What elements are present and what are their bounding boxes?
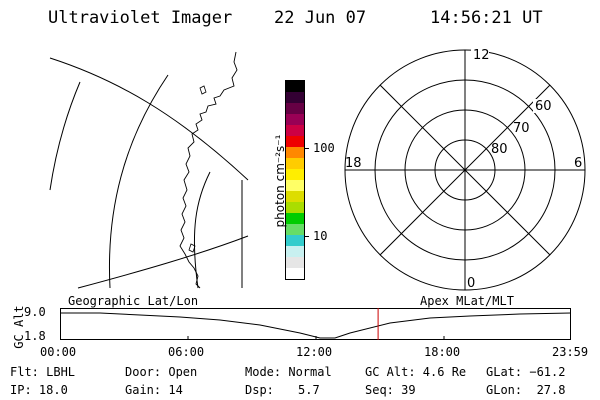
colorbar-segment bbox=[286, 224, 304, 235]
latitude-line bbox=[49, 57, 249, 181]
colorbar-segment bbox=[286, 202, 304, 213]
time-tick-label: 18:00 bbox=[424, 345, 461, 359]
colorbar-tick-label: 10 bbox=[313, 229, 328, 243]
glat-readout: GLat: −61.2 bbox=[486, 365, 566, 379]
colorbar-tick-label: 100 bbox=[313, 141, 335, 155]
colorbar-tick bbox=[305, 148, 309, 149]
dsp-readout-label: Dsp: bbox=[245, 383, 274, 397]
longitude-line bbox=[193, 171, 211, 289]
colorbar-tick bbox=[305, 236, 309, 237]
colorbar-segment bbox=[286, 158, 304, 169]
time-tick-label: 06:00 bbox=[168, 345, 205, 359]
mlt-label-12: 12 bbox=[473, 48, 490, 63]
image-time: 14:56:21 UT bbox=[430, 8, 543, 28]
intensity-colorbar bbox=[285, 80, 305, 280]
colorbar-segment bbox=[286, 191, 304, 202]
gain-readout: Gain: 14 bbox=[125, 383, 183, 397]
mlat-label-80: 80 bbox=[491, 142, 508, 157]
glon-readout: GLon: 27.8 bbox=[486, 383, 566, 397]
timeline-frame bbox=[60, 308, 571, 340]
longitude-line bbox=[49, 81, 81, 191]
mlat-label-60: 60 bbox=[535, 99, 552, 114]
colorbar-segment bbox=[286, 268, 304, 279]
latitude-line bbox=[77, 235, 249, 289]
mlat-label-70: 70 bbox=[513, 121, 530, 136]
geographic-coords-label: Geographic Lat/Lon bbox=[68, 294, 199, 308]
colorbar-segment bbox=[286, 136, 304, 147]
time-tick-label: 00:00 bbox=[40, 345, 77, 359]
apex-coords-label: Apex MLat/MLT bbox=[420, 294, 514, 308]
image-date: 22 Jun 07 bbox=[274, 8, 367, 28]
longitude-line bbox=[109, 74, 169, 289]
colorbar-segment bbox=[286, 246, 304, 257]
door-readout: Door: Open bbox=[125, 365, 198, 379]
mode-readout: Mode: Normal bbox=[245, 365, 332, 379]
mlt-label-18: 18 bbox=[345, 156, 362, 171]
colorbar-segment bbox=[286, 213, 304, 224]
time-tick-label: 23:59 bbox=[552, 345, 589, 359]
colorbar-segment bbox=[286, 235, 304, 246]
colorbar-segment bbox=[286, 180, 304, 191]
colorbar-segment bbox=[286, 169, 304, 180]
gc-alt-readout: GC Alt: 4.6 Re bbox=[365, 365, 467, 379]
colorbar-segment bbox=[286, 92, 304, 103]
coastline bbox=[179, 51, 238, 289]
gc-alt-tick-label: 1.8 bbox=[24, 329, 46, 343]
dsp-readout-value: 5.7 bbox=[298, 383, 320, 397]
seq-readout: Seq: 39 bbox=[365, 383, 416, 397]
colorbar-segment bbox=[286, 114, 304, 125]
coastline-island bbox=[188, 243, 196, 253]
colorbar-segment bbox=[286, 103, 304, 114]
polar-mlat-mlt-plot: 12 6 0 18 60 70 80 bbox=[344, 47, 586, 291]
geographic-map-panel bbox=[49, 51, 249, 289]
mlt-label-6: 6 bbox=[574, 156, 582, 171]
mlt-line-diagonal bbox=[379, 84, 551, 256]
orbit-altitude-timeline bbox=[60, 308, 572, 340]
altitude-curve bbox=[60, 312, 572, 339]
ip-readout: IP: 18.0 bbox=[10, 383, 68, 397]
mlt-label-0: 0 bbox=[467, 276, 475, 291]
colorbar-segment bbox=[286, 147, 304, 158]
filter-readout: Flt: LBHL bbox=[10, 365, 76, 379]
colorbar-segment bbox=[286, 257, 304, 268]
colorbar-segment bbox=[286, 81, 304, 92]
time-tick-label: 12:00 bbox=[296, 345, 333, 359]
coastline-island bbox=[199, 85, 207, 95]
gc-alt-tick-label: 9.0 bbox=[24, 305, 46, 319]
colorbar-segment bbox=[286, 125, 304, 136]
colorbar-units-label: photon cm⁻²s⁻¹ bbox=[273, 134, 287, 228]
imager-title: Ultraviolet Imager bbox=[48, 8, 233, 28]
